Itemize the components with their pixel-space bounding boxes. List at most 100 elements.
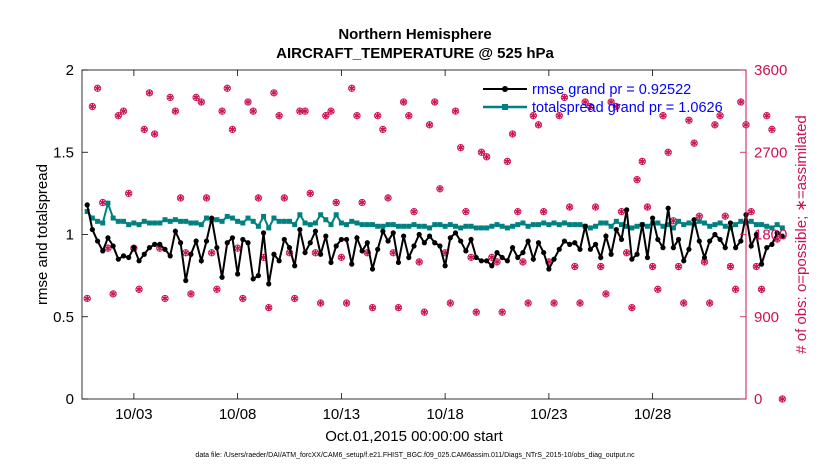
totalspread-point [131, 220, 137, 226]
rmse-point [722, 245, 728, 251]
obs-assimilated-marker [431, 98, 438, 106]
obs-assimilated-marker [659, 112, 667, 119]
obs-assimilated-marker [561, 94, 568, 101]
rmse-point [286, 245, 293, 251]
obs-assimilated-marker [587, 103, 594, 110]
obs-assimilated-marker [716, 112, 724, 119]
obs-assimilated-marker [680, 299, 687, 307]
obs-assimilated-marker [104, 244, 112, 252]
y-right-tick-label: 2700 [754, 144, 787, 161]
totalspread-point [722, 223, 728, 229]
obs-assimilated-marker [644, 203, 651, 211]
obs-assimilated-marker [690, 139, 698, 147]
rmse-point [473, 254, 479, 261]
rmse-point [634, 251, 640, 257]
rmse-point [582, 223, 588, 229]
totalspread-point [525, 223, 531, 229]
obs-assimilated-marker [275, 112, 283, 119]
obs-assimilated-marker [166, 94, 174, 101]
rmse-point [696, 238, 702, 244]
obs-assimilated-marker [602, 290, 610, 298]
obs-assimilated-marker [327, 107, 335, 115]
obs-assimilated-marker [747, 208, 755, 215]
rmse-point [618, 236, 625, 243]
rmse-point [193, 238, 199, 244]
totalspread-point [499, 223, 505, 229]
totalspread-point [463, 223, 469, 229]
obs-assimilated-marker [618, 208, 625, 215]
totalspread-point [478, 225, 484, 231]
rmse-point [224, 240, 230, 246]
totalspread-point [255, 223, 261, 229]
obs-assimilated-marker [426, 121, 433, 129]
rmse-point [577, 246, 583, 252]
rmse-point [494, 249, 500, 256]
y-left-tick-label: 0.5 [53, 309, 74, 326]
obs-assimilated-marker [576, 299, 584, 307]
rmse-point [484, 258, 490, 264]
legend-rmse-swatch-marker [502, 86, 508, 92]
obs-assimilated-marker [763, 112, 770, 119]
totalspread-point [727, 225, 733, 231]
rmse-point [675, 236, 682, 243]
rmse-point [240, 236, 246, 243]
rmse-point [229, 235, 236, 241]
obs-assimilated-marker [400, 98, 407, 106]
totalspread-point [235, 218, 241, 224]
totalspread-point [370, 222, 375, 228]
totalspread-point [162, 217, 168, 223]
totalspread-point [172, 217, 178, 223]
y-right-tick-label: 900 [754, 309, 779, 326]
totalspread-point [178, 218, 184, 224]
obs-assimilated-marker [566, 203, 573, 211]
rmse-point [701, 254, 708, 261]
totalspread-point [344, 222, 350, 228]
obs-assimilated-marker [675, 263, 682, 270]
totalspread-point [95, 218, 101, 224]
totalspread-point [401, 223, 407, 229]
rmse-point [769, 241, 775, 247]
obs-assimilated-marker [332, 199, 340, 206]
totalspread-point [266, 225, 272, 231]
rmse-point [572, 240, 578, 246]
totalspread-point [567, 222, 573, 228]
rmse-point [541, 249, 547, 256]
obs-assimilated-marker [421, 308, 428, 316]
obs-assimilated-marker [317, 299, 324, 307]
obs-assimilated-marker [436, 185, 444, 193]
obs-assimilated-marker [312, 249, 319, 257]
totalspread-point [598, 220, 604, 226]
totalspread-point [619, 222, 624, 228]
obs-assimilated-marker [540, 208, 547, 215]
totalspread-point [453, 223, 458, 229]
y-right-tick-label: 0 [754, 391, 762, 408]
rmse-point [520, 249, 526, 256]
rmse-point [598, 254, 604, 261]
obs-assimilated-marker [696, 212, 703, 220]
rmse-point [255, 273, 261, 279]
totalspread-point [702, 220, 707, 226]
totalspread-point [427, 225, 433, 231]
totalspread-point [510, 223, 516, 229]
rmse-point [359, 248, 365, 254]
rmse-point [219, 274, 225, 280]
totalspread-point [126, 222, 132, 228]
totalspread-point [764, 223, 770, 229]
obs-assimilated-marker [639, 158, 646, 165]
rmse-point [515, 254, 521, 261]
obs-assimilated-marker [670, 217, 677, 225]
rmse-point [120, 253, 127, 259]
totalspread-point [608, 223, 614, 229]
obs-assimilated-marker [737, 98, 745, 106]
totalspread-point [541, 220, 547, 226]
rmse-point [624, 207, 630, 213]
totalspread-point [121, 218, 126, 224]
totalspread-point [712, 222, 718, 228]
rmse-point [167, 253, 173, 259]
totalspread-point [89, 215, 95, 221]
rmse-point [437, 243, 443, 249]
obs-assimilated-marker [483, 153, 490, 161]
rmse-point [681, 258, 687, 264]
totalspread-point [323, 217, 329, 223]
rmse-point [105, 235, 111, 241]
